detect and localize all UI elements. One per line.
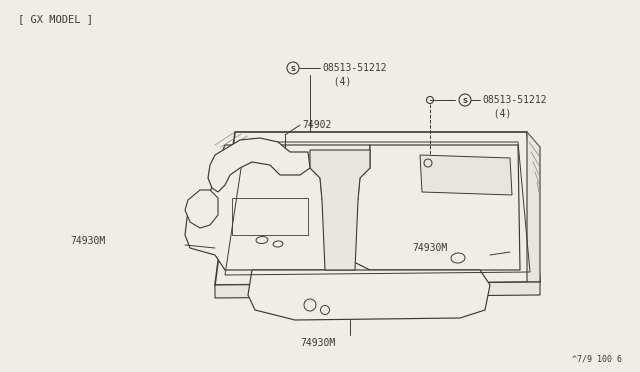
- Polygon shape: [185, 190, 218, 228]
- Text: S: S: [463, 97, 467, 103]
- Polygon shape: [527, 132, 540, 282]
- Text: S: S: [291, 65, 296, 71]
- Text: 74930M: 74930M: [70, 236, 105, 246]
- Text: 74930M: 74930M: [300, 338, 335, 348]
- Polygon shape: [185, 145, 370, 270]
- Text: 08513-51212
  (4): 08513-51212 (4): [322, 63, 387, 86]
- Polygon shape: [310, 150, 370, 270]
- Polygon shape: [340, 145, 520, 270]
- Polygon shape: [215, 132, 540, 285]
- Text: 08513-51212
  (4): 08513-51212 (4): [482, 95, 547, 118]
- Polygon shape: [215, 282, 540, 298]
- Text: [ GX MODEL ]: [ GX MODEL ]: [18, 14, 93, 24]
- Polygon shape: [248, 270, 490, 320]
- Polygon shape: [208, 138, 310, 192]
- Text: 74930M: 74930M: [412, 243, 447, 253]
- Text: ^7/9 100 6: ^7/9 100 6: [572, 355, 622, 364]
- Text: 74902: 74902: [302, 120, 332, 130]
- Polygon shape: [420, 155, 512, 195]
